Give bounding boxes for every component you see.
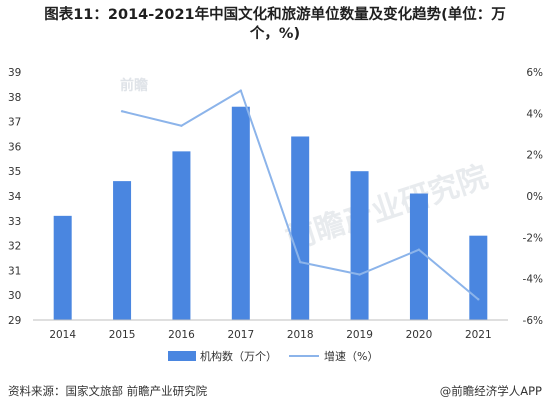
x-tick-2021: 2021	[465, 329, 492, 341]
y-left-tick-29: 29	[8, 315, 21, 327]
y-left-tick-30: 30	[8, 290, 21, 302]
y-left-tick-38: 38	[8, 92, 21, 104]
x-tick-2015: 2015	[109, 329, 136, 341]
x-tick-2016: 2016	[168, 329, 195, 341]
growth-point-2021	[477, 298, 480, 301]
bar-2014	[53, 215, 72, 320]
bar-2016	[172, 151, 191, 320]
bar-2015	[113, 181, 132, 320]
y-left-tick-31: 31	[8, 265, 21, 277]
y-left-tick-33: 33	[8, 216, 21, 228]
bar-series	[53, 106, 488, 320]
x-tick-2019: 2019	[346, 329, 373, 341]
growth-point-2020	[417, 248, 421, 251]
bar-2018	[291, 136, 310, 320]
bar-2021	[469, 235, 488, 320]
legend-label-line: 增速（%）	[324, 349, 378, 363]
legend-label-bar: 机构数（万个）	[200, 349, 277, 363]
y-left-tick-37: 37	[8, 117, 21, 129]
chart-title-line2: 个，%)	[249, 26, 301, 42]
y-left-tick-34: 34	[8, 191, 22, 203]
y-left-tick-36: 36	[8, 141, 22, 153]
y-left-tick-32: 32	[8, 241, 21, 253]
y-right-tick--6pct: -6%	[523, 315, 543, 327]
y-left-tick-35: 35	[8, 166, 21, 178]
axes: 2014 2015 2016 2017 2018 2019 2020 2021 29 30 31 32…	[8, 67, 543, 341]
legend-swatch-bar	[168, 351, 196, 361]
credit-note: @前瞻经济学人APP	[439, 384, 542, 398]
y-right-tick-2pct: 2%	[526, 150, 543, 162]
growth-point-2015	[120, 110, 124, 113]
y-right-tick-0pct: 0%	[526, 191, 543, 203]
x-tick-2020: 2020	[406, 329, 433, 341]
watermark-text: 前瞻产业研究院	[282, 159, 493, 257]
source-note: 资料来源：国家文旅部 前瞻产业研究院	[8, 384, 208, 398]
bar-2017	[231, 106, 250, 320]
y-right-tick-4pct: 4%	[526, 108, 543, 120]
chart-title-line1: 图表11：2014-2021年中国文化和旅游单位数量及变化趋势(单位：万	[44, 7, 506, 23]
x-tick-2014: 2014	[49, 329, 76, 341]
x-tick-2017: 2017	[227, 329, 254, 341]
growth-point-2016	[180, 124, 183, 127]
y-right-tick--4pct: -4%	[523, 274, 543, 286]
bar-2020	[409, 193, 428, 320]
y-right-tick-6pct: 6%	[526, 67, 543, 79]
growth-point-2017	[239, 89, 243, 92]
chart-title: 图表11：2014-2021年中国文化和旅游单位数量及变化趋势(单位：万 个，%…	[0, 6, 550, 44]
growth-point-2019	[358, 273, 361, 276]
y-left-tick-39: 39	[8, 67, 21, 79]
line-series	[120, 89, 480, 301]
legend: 机构数（万个） 增速（%）	[168, 349, 378, 363]
growth-point-2018	[298, 260, 302, 264]
y-right-tick--2pct: -2%	[523, 232, 543, 244]
watermark-brand: 前瞻	[120, 77, 148, 94]
x-tick-2018: 2018	[287, 329, 314, 341]
bar-2019	[350, 171, 369, 320]
